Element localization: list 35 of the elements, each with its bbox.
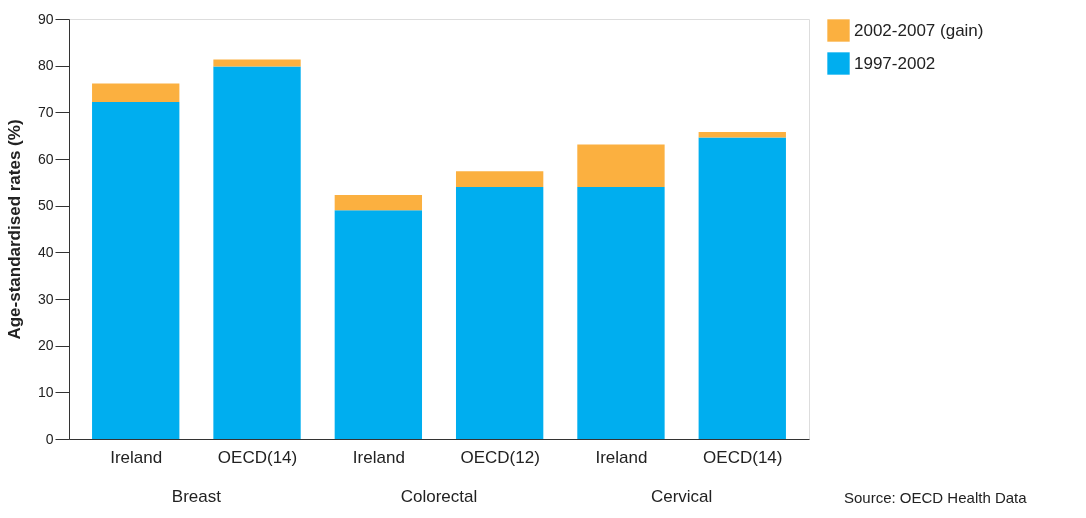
bar [213,66,301,439]
bar [698,131,786,138]
y-tick-label: 50 [37,197,54,214]
x-tick-label: OECD(12) [460,447,540,467]
x-tick-label: Ireland [110,447,163,467]
bar [577,187,665,439]
y-tick-label: 90 [37,10,54,27]
x-tick-label: OECD(14) [217,447,298,467]
y-axis-title: Age-standardised rates (%) [4,119,24,340]
y-tick-label: 40 [37,243,54,260]
legend-label: 1997-2002 [854,53,936,73]
bar [577,144,665,187]
bar [455,187,544,439]
y-tick-label: 20 [37,337,54,354]
x-tick-label: Ireland [595,447,648,467]
y-tick-label: 70 [37,103,54,120]
y-tick-label: 80 [37,57,54,74]
source-note: Source: OECD Health Data [844,489,1028,506]
x-tick-label: OECD(14) [703,447,783,467]
x-tick-label: Ireland [352,447,405,467]
bar [92,102,180,439]
bar [92,83,180,103]
y-tick-label: 10 [37,383,54,400]
text: Breast [171,487,222,506]
bar [334,210,423,439]
y-tick-label: 60 [37,150,54,167]
y-tick-label: 0 [45,430,54,447]
bar [213,59,301,67]
bar [334,194,423,211]
text: Colorectal [400,487,478,506]
y-tick-label: 30 [37,290,54,307]
bar [455,171,544,187]
legend-label: 2002-2007 (gain) [854,20,984,40]
bar [698,137,786,439]
text: Cervical [650,487,713,506]
